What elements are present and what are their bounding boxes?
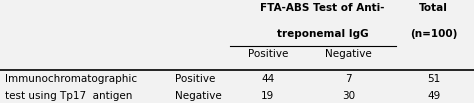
Text: 30: 30 <box>342 91 355 101</box>
Text: 51: 51 <box>427 74 440 84</box>
Text: Immunochromatographic: Immunochromatographic <box>5 74 137 84</box>
Text: (n=100): (n=100) <box>410 29 457 39</box>
Text: 19: 19 <box>261 91 274 101</box>
Text: treponemal IgG: treponemal IgG <box>276 29 368 39</box>
Text: 44: 44 <box>261 74 274 84</box>
Text: Positive: Positive <box>175 74 216 84</box>
Text: test using Tp17  antigen: test using Tp17 antigen <box>5 91 132 101</box>
Text: FTA-ABS Test of Anti-: FTA-ABS Test of Anti- <box>260 3 384 13</box>
Text: Total: Total <box>419 3 448 13</box>
Text: 49: 49 <box>427 91 440 101</box>
Text: Negative: Negative <box>175 91 222 101</box>
Text: Negative: Negative <box>325 49 372 59</box>
Text: Positive: Positive <box>247 49 288 59</box>
Text: 7: 7 <box>345 74 352 84</box>
